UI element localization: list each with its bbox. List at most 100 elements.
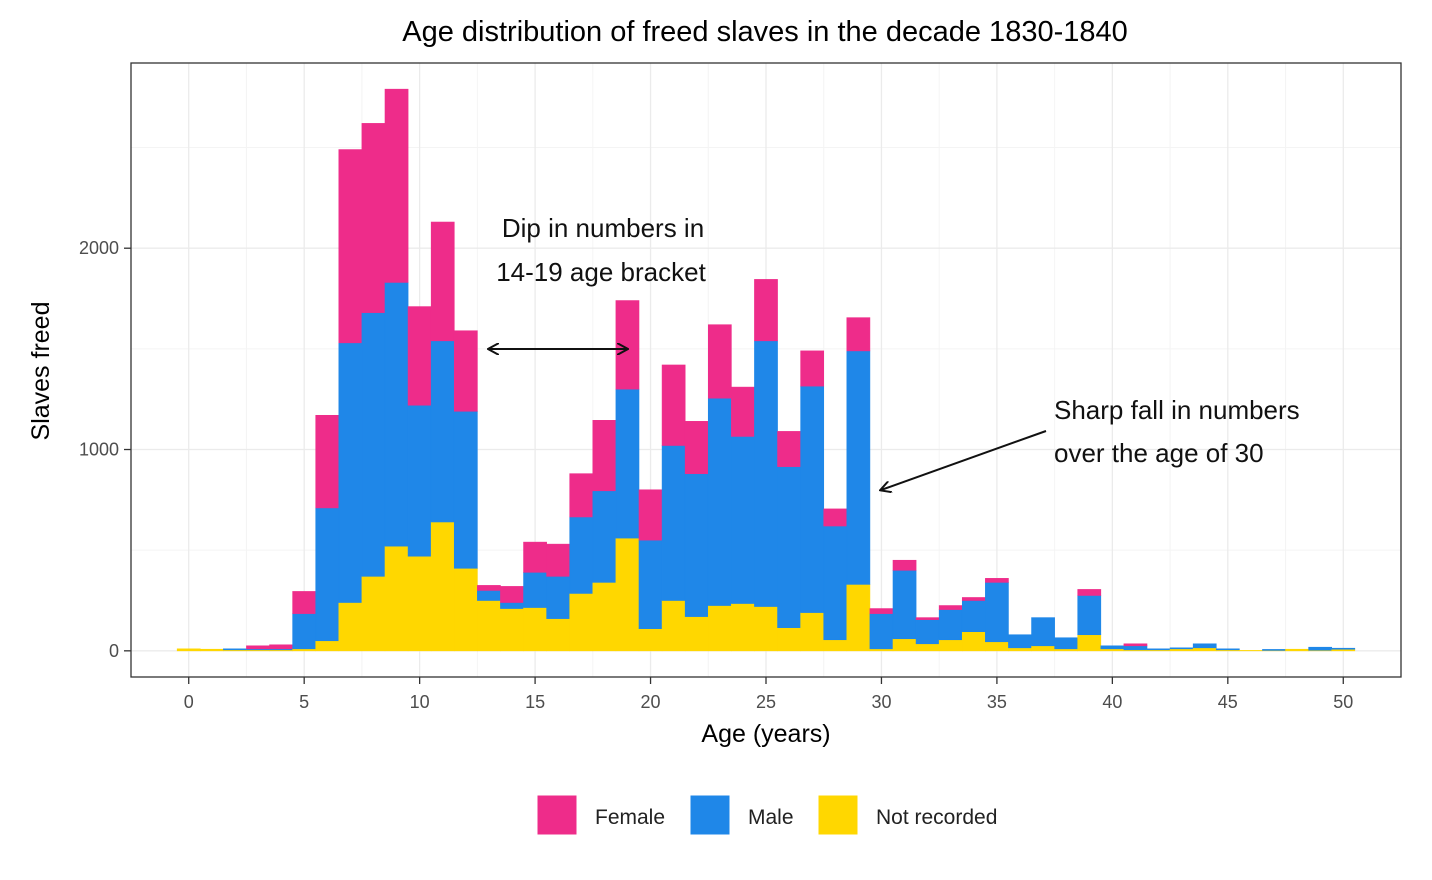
bar-not-recorded-age-22 xyxy=(684,616,709,652)
bar-not-recorded-age-29 xyxy=(846,584,871,652)
bar-female-age-8 xyxy=(361,123,386,313)
annotation-fall-line2: over the age of 30 xyxy=(1054,438,1264,468)
bar-female-age-41 xyxy=(1123,643,1148,647)
bar-not-recorded-age-38 xyxy=(1054,648,1079,652)
bar-not-recorded-age-7 xyxy=(338,602,363,652)
bar-not-recorded-age-18 xyxy=(592,582,617,652)
bar-female-age-15 xyxy=(523,541,547,573)
bar-male-age-42 xyxy=(1146,648,1171,651)
legend-label-female: Female xyxy=(595,806,665,829)
bar-male-age-32 xyxy=(915,619,940,645)
bar-female-age-16 xyxy=(546,543,571,577)
bar-not-recorded-age-34 xyxy=(961,631,986,652)
bar-not-recorded-age-21 xyxy=(661,600,686,652)
bar-male-age-22 xyxy=(684,473,709,617)
x-tick-label: 40 xyxy=(1102,692,1122,712)
bar-female-age-31 xyxy=(892,559,917,571)
y-axis-title: Slaves freed xyxy=(27,302,55,441)
bar-not-recorded-age-36 xyxy=(1008,647,1032,652)
bar-male-age-18 xyxy=(592,490,617,583)
bar-male-age-9 xyxy=(384,282,409,547)
bar-male-age-21 xyxy=(661,445,686,601)
bar-male-age-33 xyxy=(938,609,963,641)
bar-not-recorded-age-13 xyxy=(477,600,501,652)
bar-female-age-14 xyxy=(500,586,524,603)
bar-female-age-5 xyxy=(292,591,317,614)
x-tick-label: 50 xyxy=(1333,692,1353,712)
bar-male-age-15 xyxy=(523,572,547,608)
bar-male-age-43 xyxy=(1169,647,1194,650)
bar-female-age-24 xyxy=(731,386,755,437)
bar-not-recorded-age-5 xyxy=(292,648,317,652)
bar-male-age-23 xyxy=(707,397,732,606)
bar-not-recorded-age-33 xyxy=(938,639,963,652)
bar-not-recorded-age-12 xyxy=(453,567,478,652)
bar-female-age-17 xyxy=(569,473,594,518)
x-tick-label: 20 xyxy=(641,692,661,712)
bar-male-age-13 xyxy=(477,590,501,601)
bar-not-recorded-age-48 xyxy=(1285,648,1309,652)
bar-not-recorded-age-37 xyxy=(1031,645,1055,652)
bar-male-age-25 xyxy=(754,340,778,607)
bar-female-age-4 xyxy=(269,644,293,650)
bar-not-recorded-age-8 xyxy=(361,576,386,652)
bar-not-recorded-age-14 xyxy=(500,608,524,652)
bar-male-age-36 xyxy=(1008,634,1032,649)
x-tick-label: 25 xyxy=(756,692,776,712)
bar-not-recorded-age-17 xyxy=(569,593,594,652)
bar-not-recorded-age-9 xyxy=(384,545,409,652)
bar-female-age-25 xyxy=(754,279,778,342)
legend: Female Male Not recorded xyxy=(536,794,997,836)
bar-male-age-39 xyxy=(1077,595,1102,636)
bar-female-age-20 xyxy=(638,489,663,541)
legend-swatch-female xyxy=(536,794,578,836)
bar-female-age-33 xyxy=(938,605,963,610)
legend-label-not-recorded: Not recorded xyxy=(876,806,997,829)
y-tick-label: 1000 xyxy=(79,440,119,460)
bar-male-age-17 xyxy=(569,516,594,594)
bar-not-recorded-age-16 xyxy=(546,618,571,652)
x-axis-title: Age (years) xyxy=(701,720,830,748)
bar-male-age-12 xyxy=(453,410,478,569)
bar-male-age-11 xyxy=(430,340,455,523)
bar-not-recorded-age-1 xyxy=(199,648,224,652)
bar-female-age-28 xyxy=(823,508,848,527)
bar-not-recorded-age-43 xyxy=(1169,648,1194,652)
bar-not-recorded-age-20 xyxy=(638,628,663,652)
bar-male-age-16 xyxy=(546,576,571,619)
bar-not-recorded-age-23 xyxy=(707,605,732,652)
histogram-bars xyxy=(176,88,1356,652)
bar-female-age-9 xyxy=(384,88,409,283)
x-tick-label: 30 xyxy=(871,692,891,712)
bar-not-recorded-age-40 xyxy=(1100,648,1125,652)
bar-not-recorded-age-44 xyxy=(1192,647,1217,652)
bar-male-age-30 xyxy=(869,613,894,650)
bar-female-age-6 xyxy=(315,414,340,509)
bar-not-recorded-age-6 xyxy=(315,640,340,652)
bar-female-age-23 xyxy=(707,324,732,399)
bar-female-age-32 xyxy=(915,617,940,620)
bar-male-age-20 xyxy=(638,539,663,629)
bar-male-age-34 xyxy=(961,600,986,633)
bar-male-age-40 xyxy=(1100,645,1125,650)
bar-male-age-47 xyxy=(1262,649,1286,651)
bar-not-recorded-age-31 xyxy=(892,638,917,652)
legend-label-male: Male xyxy=(748,806,794,829)
bar-female-age-21 xyxy=(661,364,686,446)
bar-female-age-39 xyxy=(1077,589,1102,596)
bar-male-age-28 xyxy=(823,525,848,641)
bar-female-age-19 xyxy=(615,300,640,390)
bar-not-recorded-age-25 xyxy=(754,606,778,652)
annotation-fall-line1: Sharp fall in numbers xyxy=(1054,395,1300,425)
bar-male-age-8 xyxy=(361,312,386,577)
y-tick-label: 2000 xyxy=(79,238,119,258)
x-tick-label: 0 xyxy=(184,692,194,712)
bar-male-age-27 xyxy=(800,385,825,613)
bar-not-recorded-age-15 xyxy=(523,607,547,652)
bar-female-age-7 xyxy=(338,149,363,344)
bar-female-age-10 xyxy=(407,306,432,406)
bar-not-recorded-age-35 xyxy=(985,641,1009,652)
bar-not-recorded-age-32 xyxy=(915,643,940,652)
bar-male-age-7 xyxy=(338,342,363,603)
